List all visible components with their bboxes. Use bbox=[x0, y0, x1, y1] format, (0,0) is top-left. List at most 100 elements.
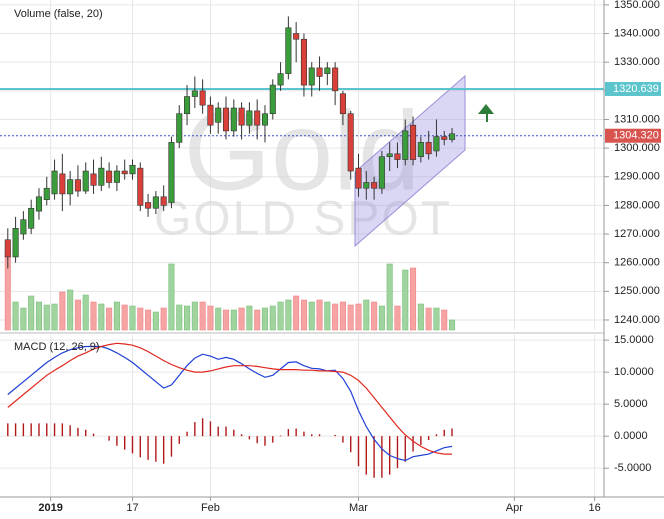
volume-bar bbox=[113, 301, 120, 331]
volume-bar bbox=[82, 294, 89, 331]
macd-layer bbox=[7, 342, 453, 478]
volume-bar bbox=[98, 303, 105, 331]
candle-body bbox=[222, 107, 230, 132]
volume-bar bbox=[51, 303, 58, 331]
candle-body bbox=[308, 67, 315, 86]
level-layer bbox=[0, 87, 604, 137]
volume-bar bbox=[394, 305, 401, 331]
x-tick-label: Apr bbox=[506, 502, 523, 514]
candle-body bbox=[67, 179, 74, 195]
volume-bar bbox=[20, 307, 27, 331]
volume-bar bbox=[207, 305, 214, 331]
volume-bar bbox=[74, 299, 81, 331]
candle-body bbox=[378, 156, 385, 189]
volume-bar bbox=[433, 307, 440, 331]
candle-body bbox=[332, 67, 339, 92]
volume-bar bbox=[410, 267, 417, 331]
candle-body bbox=[20, 219, 27, 235]
candle-body bbox=[145, 202, 152, 209]
volume-bar bbox=[386, 263, 393, 331]
x-tick-label: 2019 bbox=[38, 502, 62, 514]
price-level-label: 1304.320 bbox=[613, 130, 659, 142]
volume-bar bbox=[238, 307, 245, 331]
volume-bar bbox=[59, 291, 66, 331]
y-tick-label: 1280.000 bbox=[614, 199, 660, 211]
volume-bar bbox=[402, 269, 409, 331]
up-arrow bbox=[478, 104, 494, 122]
volume-bar bbox=[339, 301, 346, 331]
volume-bar bbox=[215, 307, 222, 331]
volume-bar bbox=[300, 299, 307, 331]
volume-bar bbox=[378, 305, 385, 331]
volume-bar bbox=[246, 305, 253, 331]
volume-bar bbox=[199, 301, 206, 331]
candle-body bbox=[168, 142, 175, 203]
candle-body bbox=[106, 170, 113, 183]
candle-body bbox=[371, 182, 378, 189]
volume-bar bbox=[269, 305, 276, 331]
candle-body bbox=[230, 107, 237, 132]
x-tick-label: Feb bbox=[201, 502, 220, 514]
candle-body bbox=[238, 107, 245, 126]
volume-legend: Volume (false, 20) bbox=[14, 8, 103, 20]
candle-body bbox=[184, 96, 191, 115]
volume-bar bbox=[35, 301, 42, 331]
macd-line bbox=[7, 345, 453, 462]
volume-bar bbox=[308, 301, 315, 331]
y-tick-label: -5.0000 bbox=[614, 462, 651, 474]
volume-bar bbox=[28, 295, 35, 331]
volume-bar bbox=[254, 309, 261, 331]
volume-bar bbox=[12, 301, 19, 331]
candle-body bbox=[74, 179, 81, 192]
candle-body bbox=[246, 110, 253, 126]
candle-body bbox=[207, 104, 214, 126]
candle-body bbox=[28, 207, 35, 229]
volume-bar bbox=[184, 305, 191, 331]
volume-bar bbox=[425, 307, 432, 331]
watermark: GOLD SPOT bbox=[154, 193, 452, 246]
candle-body bbox=[441, 136, 448, 140]
candle-body bbox=[277, 73, 284, 86]
candle-body bbox=[113, 170, 120, 183]
x-tick-label: 17 bbox=[126, 502, 138, 514]
volume-bar bbox=[417, 303, 424, 331]
volume-bar bbox=[145, 309, 152, 331]
y-tick-label: 1310.000 bbox=[614, 113, 660, 125]
y-tick-label: 1300.000 bbox=[614, 142, 660, 154]
price-level-label: 1320.639 bbox=[613, 83, 659, 95]
volume-bar bbox=[371, 301, 378, 331]
x-tick-label: Mar bbox=[349, 502, 368, 514]
volume-bar bbox=[363, 299, 370, 331]
candle-body bbox=[417, 142, 424, 157]
y-tick-label: 1350.000 bbox=[614, 0, 660, 11]
candle-body bbox=[199, 90, 206, 106]
candle-body bbox=[254, 110, 261, 126]
volume-bar bbox=[90, 301, 97, 331]
candle-body bbox=[4, 239, 11, 258]
volume-bar bbox=[347, 304, 354, 331]
volume-bar bbox=[43, 304, 50, 331]
x-tick-label: 16 bbox=[589, 502, 601, 514]
candle-body bbox=[433, 136, 440, 152]
volume-bar bbox=[230, 309, 237, 331]
volume-bar bbox=[448, 319, 456, 331]
candle-body bbox=[12, 228, 19, 258]
volume-bar bbox=[152, 311, 159, 331]
y-tick-label: 1240.000 bbox=[614, 314, 660, 326]
candle-body bbox=[285, 27, 292, 74]
volume-bar bbox=[121, 304, 128, 331]
volume-bar bbox=[137, 307, 144, 331]
candle-body bbox=[215, 107, 222, 123]
volume-bar bbox=[285, 299, 292, 331]
candle-body bbox=[300, 38, 307, 86]
volume-bar bbox=[261, 307, 269, 331]
y-tick-label: 15.0000 bbox=[614, 334, 654, 346]
candle-body bbox=[410, 124, 417, 160]
candle-body bbox=[355, 167, 362, 189]
candle-body bbox=[394, 153, 401, 160]
candle-body bbox=[448, 133, 456, 140]
volume-bar bbox=[191, 301, 198, 331]
price-level-box bbox=[605, 81, 661, 96]
